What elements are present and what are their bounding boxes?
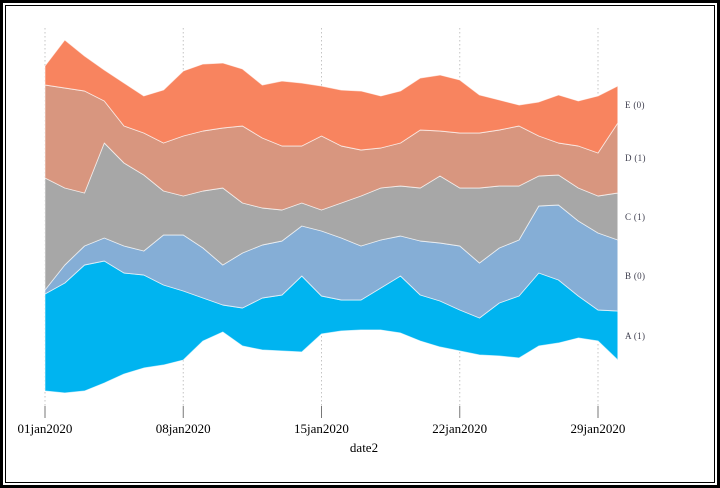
x-axis-title: date2 <box>349 440 379 455</box>
stream-band-E <box>44 39 619 154</box>
legend-label-B: B (0) <box>625 270 646 281</box>
legend-label-A: A (1) <box>625 330 646 341</box>
legend-label-C: C (1) <box>625 211 646 222</box>
legend-label-D: D (1) <box>625 153 646 163</box>
xtick-label-15jan2020: 15jan2020 <box>294 421 349 436</box>
streamgraph-canvas <box>44 28 619 418</box>
xtick-label-01jan2020: 01jan2020 <box>17 421 73 436</box>
xtick-label-22jan2020: 22jan2020 <box>432 421 488 436</box>
xtick-label-29jan2020: 29jan2020 <box>570 421 626 436</box>
legend-label-E: E (0) <box>625 99 645 110</box>
xtick-label-08jan2020: 08jan2020 <box>155 421 211 436</box>
